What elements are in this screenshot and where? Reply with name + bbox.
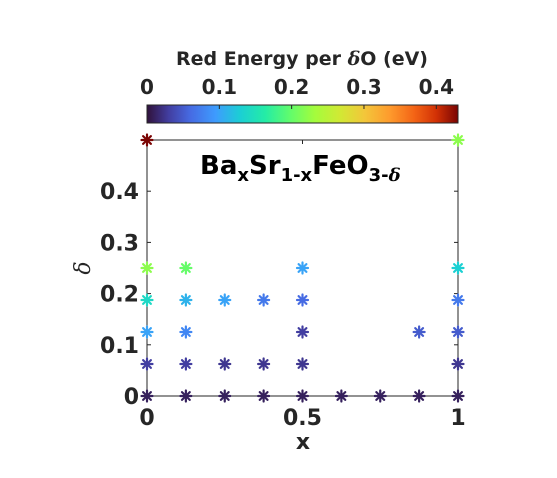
data-points	[140, 133, 465, 403]
data-point	[140, 389, 154, 403]
y-tick-label: 0.1	[100, 334, 139, 359]
data-point	[179, 261, 193, 275]
colorbar-tick-label: 0	[140, 75, 154, 99]
colorbar-tick-label: 0.3	[346, 75, 381, 99]
chart-title: BaxSr1-xFeO3-δ	[200, 151, 401, 186]
data-point	[140, 261, 154, 275]
data-point	[179, 325, 193, 339]
data-point	[257, 357, 271, 371]
data-point	[140, 357, 154, 371]
data-point	[451, 389, 465, 403]
colorbar-tick-label: 0.4	[419, 75, 454, 99]
data-point	[179, 389, 193, 403]
colorbar	[146, 104, 459, 124]
y-tick-label: 0.4	[100, 180, 139, 205]
data-point	[451, 325, 465, 339]
y-tick-label: 0.2	[100, 283, 139, 308]
data-point	[295, 357, 310, 371]
data-point	[257, 389, 271, 403]
x-axis-label: x	[296, 430, 310, 455]
data-point	[140, 133, 154, 147]
data-point	[218, 293, 232, 307]
data-point	[218, 357, 232, 371]
colorbar-label: Red Energy per δO (eV)	[176, 48, 428, 70]
data-point	[412, 325, 426, 339]
data-point	[334, 389, 348, 403]
colorbar-tick-label: 0.2	[274, 75, 309, 99]
data-point	[257, 293, 271, 307]
x-tick-label: 0.5	[283, 406, 322, 431]
data-point	[451, 133, 465, 147]
data-point	[295, 389, 310, 403]
data-point	[295, 293, 310, 307]
y-tick-label: 0	[124, 385, 139, 410]
data-point	[295, 261, 310, 275]
colorbar-tick-labels: 0 0.1 0.2 0.3 0.4	[140, 75, 454, 99]
y-axis-label: δ	[71, 261, 96, 274]
data-point	[295, 325, 310, 339]
x-tick-label: 1	[450, 406, 465, 431]
x-axis-ticks: 0 0.5 1	[139, 140, 466, 431]
y-tick-label: 0.3	[100, 231, 139, 256]
colorbar-tick-label: 0.1	[202, 75, 237, 99]
data-point	[412, 389, 426, 403]
data-point	[451, 357, 465, 371]
data-point	[140, 325, 154, 339]
data-point	[179, 293, 193, 307]
x-tick-label: 0	[139, 406, 154, 431]
colorbar-gradient	[146, 104, 459, 124]
data-point	[140, 293, 154, 307]
data-point	[179, 357, 193, 371]
data-point	[218, 389, 232, 403]
data-point	[373, 389, 387, 403]
data-point	[451, 293, 465, 307]
data-point	[451, 261, 465, 275]
